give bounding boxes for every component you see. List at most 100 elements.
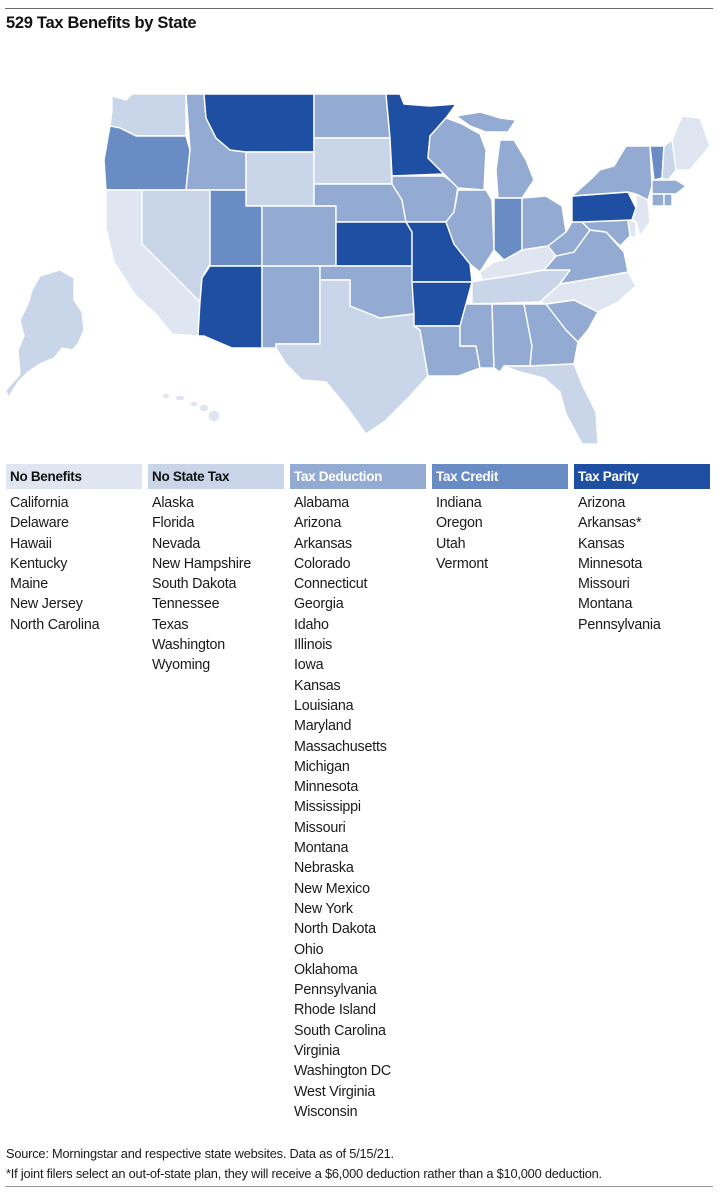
state-list-item: Delaware: [10, 515, 69, 532]
state-list-item: Texas: [152, 616, 189, 633]
state-massachusetts: [651, 179, 687, 195]
state-list-item: New Mexico: [294, 880, 370, 897]
state-list-item: Arkansas: [294, 535, 352, 552]
state-list-item: Pennsylvania: [294, 982, 377, 999]
state-list-item: New Jersey: [10, 596, 83, 613]
state-list-item: North Carolina: [10, 616, 100, 633]
legend-table: No Benefits California Delaware Hawaii Kent…: [6, 464, 714, 1122]
state-list-no-benefits: California Delaware Hawaii Kentucky Maine New…: [6, 493, 142, 635]
legend-col-tax-parity: Tax Parity Arizona Arkansas* Kansas Minneso…: [574, 464, 710, 1122]
state-list-item: Washington DC: [294, 1063, 391, 1080]
state-list-item: Oregon: [436, 515, 483, 532]
bottom-rule: [5, 1186, 713, 1187]
state-list-item: Louisiana: [294, 697, 354, 714]
legend-header-tax-deduction: Tax Deduction: [290, 464, 426, 489]
state-list-item: Colorado: [294, 555, 351, 572]
state-list-item: Nebraska: [294, 860, 354, 877]
state-new-york: [571, 145, 653, 201]
state-list-tax-deduction: Alabama Arizona Arkansas Colorado Connecticu…: [290, 493, 426, 1122]
legend-header-tax-credit: Tax Credit: [432, 464, 568, 489]
state-south-dakota: [313, 137, 393, 185]
legend-col-tax-deduction: Tax Deduction Alabama Arizona Arkansas Colo…: [290, 464, 426, 1122]
state-list-item: Tennessee: [152, 596, 220, 613]
state-list-item: California: [10, 495, 69, 511]
state-list-item: Michigan: [294, 758, 350, 775]
legend-header-tax-parity: Tax Parity: [574, 464, 710, 489]
state-list-item: Wisconsin: [294, 1103, 358, 1120]
state-list-item: Alaska: [152, 495, 194, 511]
state-new-jersey: [631, 193, 651, 237]
state-list-item: Georgia: [294, 596, 344, 613]
us-map: [0, 84, 720, 454]
state-list-item: Maine: [10, 576, 48, 593]
state-list-item: Missouri: [294, 819, 346, 836]
chart-title: 529 Tax Benefits by State: [6, 14, 197, 32]
state-list-item: West Virginia: [294, 1083, 376, 1100]
state-list-item: Montana: [578, 596, 633, 613]
state-list-item: Minnesota: [294, 779, 359, 796]
state-list-item: Oklahoma: [294, 961, 358, 978]
state-list-item: Kansas: [294, 677, 341, 694]
state-list-item: North Dakota: [294, 921, 376, 938]
state-list-item: Arizona: [578, 495, 626, 511]
state-new-mexico: [261, 265, 321, 349]
state-list-item: Mississippi: [294, 799, 361, 816]
state-list-item: South Dakota: [152, 576, 237, 593]
footnote: *If joint filers select an out-of-state …: [6, 1166, 602, 1181]
state-list-item: Montana: [294, 840, 349, 857]
state-list-item: Arizona: [294, 515, 342, 532]
state-list-item: Alabama: [294, 495, 350, 511]
state-list-item: Kansas: [578, 535, 625, 552]
state-wisconsin: [427, 117, 487, 191]
state-hawaii-2: [174, 394, 186, 402]
state-connecticut: [651, 193, 665, 207]
state-florida: [503, 363, 599, 445]
state-list-item: Connecticut: [294, 576, 368, 593]
legend-header-no-state-tax: No State Tax: [148, 464, 284, 489]
state-list-item: South Carolina: [294, 1022, 386, 1039]
state-list-no-state-tax: Alaska Florida Nevada New Hampshire South Da…: [148, 493, 284, 676]
state-rhode-island: [663, 193, 673, 207]
state-list-tax-parity: Arizona Arkansas* Kansas Minnesota Missouri M…: [574, 493, 710, 635]
state-list-item: Wyoming: [152, 657, 211, 674]
state-list-item: Idaho: [294, 616, 329, 633]
state-arizona: [197, 265, 263, 349]
state-list-item: Utah: [436, 535, 466, 552]
state-list-item: Arkansas*: [578, 515, 642, 532]
state-indiana: [493, 197, 523, 261]
state-list-item: Indiana: [436, 495, 482, 511]
state-list-item: Kentucky: [10, 555, 68, 572]
state-alaska: [5, 269, 85, 399]
state-list-item: Illinois: [294, 637, 333, 654]
state-list-item: New Hampshire: [152, 555, 252, 572]
us-map-svg: [5, 93, 711, 445]
source-note: Source: Morningstar and respective state…: [6, 1146, 394, 1161]
state-list-item: Missouri: [578, 576, 630, 593]
state-list-item: Massachusetts: [294, 738, 387, 755]
state-list-item: Washington: [152, 637, 225, 654]
state-list-item: Florida: [152, 515, 195, 532]
state-michigan-lower: [495, 139, 535, 199]
state-hawaii-3: [189, 400, 199, 408]
state-list-item: Vermont: [436, 555, 488, 572]
legend-col-tax-credit: Tax Credit Indiana Oregon Utah Vermont: [432, 464, 568, 1122]
state-list-item: Virginia: [294, 1043, 340, 1060]
top-rule: [5, 8, 713, 9]
state-new-hampshire: [661, 139, 677, 181]
state-north-dakota: [313, 93, 391, 139]
state-list-item: Rhode Island: [294, 1002, 376, 1019]
state-list-item: Iowa: [294, 657, 324, 674]
state-list-item: Maryland: [294, 718, 352, 735]
state-hawaii-4: [198, 403, 210, 413]
state-list-item: Hawaii: [10, 535, 52, 552]
state-list-item: Nevada: [152, 535, 201, 552]
state-michigan-upper: [455, 111, 517, 133]
state-pennsylvania: [571, 191, 637, 223]
state-list-item: Pennsylvania: [578, 616, 661, 633]
legend-col-no-benefits: No Benefits California Delaware Hawaii Kent…: [6, 464, 142, 1122]
state-kansas: [335, 221, 413, 267]
state-illinois: [445, 189, 495, 273]
state-maine: [671, 115, 711, 171]
state-texas: [275, 279, 429, 435]
legend-col-no-state-tax: No State Tax Alaska Florida Nevada New Hamp…: [148, 464, 284, 1122]
